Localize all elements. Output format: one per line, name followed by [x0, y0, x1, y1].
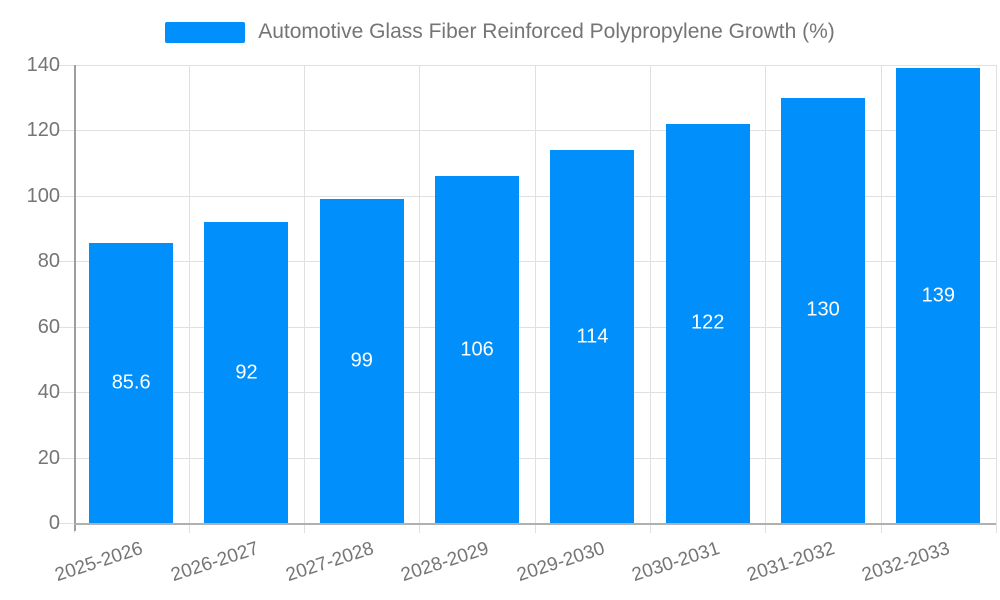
y-axis-tick-label: 100	[26, 184, 60, 207]
bar-value-label: 85.6	[111, 371, 151, 394]
bar-2030-2031[interactable]	[665, 123, 750, 523]
y-axis-tick-label: 80	[37, 250, 60, 273]
x-gridline	[996, 65, 997, 533]
y-axis-tick-label: 20	[37, 446, 60, 469]
x-axis-tick-label: 2027-2028	[283, 538, 377, 587]
y-gridline	[57, 326, 996, 328]
x-axis-tick-label: 2029-2030	[513, 538, 607, 587]
bar-value-label: 92	[235, 361, 258, 383]
bar-value-label: 130	[806, 298, 840, 321]
legend-swatch	[165, 21, 246, 43]
bar-2027-2028[interactable]	[319, 199, 404, 523]
y-axis-tick-label: 60	[37, 315, 60, 338]
bar-value-label: 139	[921, 284, 956, 307]
y-gridline	[57, 65, 996, 66]
y-gridline	[57, 130, 996, 132]
y-gridline	[57, 457, 996, 459]
bar-value-label: 99	[350, 349, 373, 372]
bar-value-label: 106	[460, 338, 494, 361]
x-axis-tick-label: 2031-2032	[744, 538, 838, 587]
y-axis-tick-label: 140	[26, 54, 60, 76]
x-gridline	[534, 65, 536, 533]
legend-label: Automotive Glass Fiber Reinforced Polypr…	[258, 20, 835, 43]
bar-2025-2026[interactable]	[89, 242, 174, 523]
y-gridline	[57, 261, 996, 263]
y-gridline	[57, 195, 996, 197]
x-gridline	[419, 65, 421, 533]
y-axis-line	[73, 65, 76, 531]
x-axis-line	[73, 523, 996, 525]
x-gridline	[188, 65, 190, 533]
x-gridline	[304, 65, 306, 533]
y-gridline	[57, 392, 996, 394]
bar-2032-2033[interactable]	[896, 68, 981, 523]
x-gridline	[765, 65, 767, 533]
bar-2028-2029[interactable]	[435, 176, 520, 523]
legend[interactable]: Automotive Glass Fiber Reinforced Polypr…	[0, 18, 1000, 46]
x-gridline	[650, 65, 652, 533]
y-axis-tick-label: 40	[37, 381, 60, 404]
x-gridline	[880, 65, 882, 533]
x-axis-tick-label: 2032-2033	[859, 538, 953, 587]
bar-value-label: 122	[691, 311, 725, 334]
x-axis-tick-label: 2028-2029	[398, 538, 492, 587]
bar-2031-2032[interactable]	[781, 97, 866, 523]
y-axis-tick-label: 120	[26, 119, 60, 142]
bar-2026-2027[interactable]	[204, 222, 289, 523]
x-axis-tick-label: 2030-2031	[629, 538, 723, 587]
bar-2029-2030[interactable]	[550, 150, 635, 523]
y-axis-tick-label: 0	[48, 512, 60, 534]
x-axis-tick-label: 2026-2027	[168, 538, 261, 587]
bar-value-label: 114	[576, 325, 609, 348]
x-axis-tick-label: 2025-2026	[52, 538, 146, 587]
